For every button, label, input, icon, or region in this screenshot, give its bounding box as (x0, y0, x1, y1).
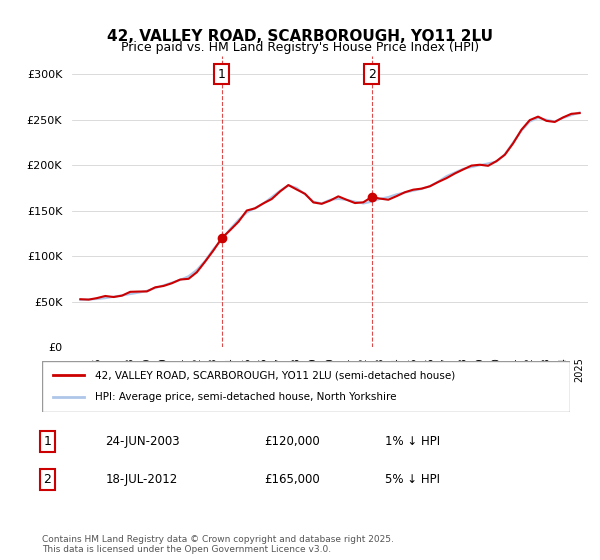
Text: Price paid vs. HM Land Registry's House Price Index (HPI): Price paid vs. HM Land Registry's House … (121, 41, 479, 54)
Text: 24-JUN-2003: 24-JUN-2003 (106, 435, 180, 448)
Text: 42, VALLEY ROAD, SCARBOROUGH, YO11 2LU (semi-detached house): 42, VALLEY ROAD, SCARBOROUGH, YO11 2LU (… (95, 370, 455, 380)
Text: 1% ↓ HPI: 1% ↓ HPI (385, 435, 440, 448)
Text: 1: 1 (43, 435, 51, 448)
Text: 2: 2 (43, 473, 51, 486)
Text: 18-JUL-2012: 18-JUL-2012 (106, 473, 178, 486)
Text: HPI: Average price, semi-detached house, North Yorkshire: HPI: Average price, semi-detached house,… (95, 393, 397, 403)
FancyBboxPatch shape (42, 361, 570, 412)
Text: £165,000: £165,000 (264, 473, 320, 486)
Text: £120,000: £120,000 (264, 435, 320, 448)
Text: Contains HM Land Registry data © Crown copyright and database right 2025.
This d: Contains HM Land Registry data © Crown c… (42, 535, 394, 554)
Text: 42, VALLEY ROAD, SCARBOROUGH, YO11 2LU: 42, VALLEY ROAD, SCARBOROUGH, YO11 2LU (107, 29, 493, 44)
Text: 1: 1 (218, 68, 226, 81)
Text: 2: 2 (368, 68, 376, 81)
Text: 5% ↓ HPI: 5% ↓ HPI (385, 473, 440, 486)
